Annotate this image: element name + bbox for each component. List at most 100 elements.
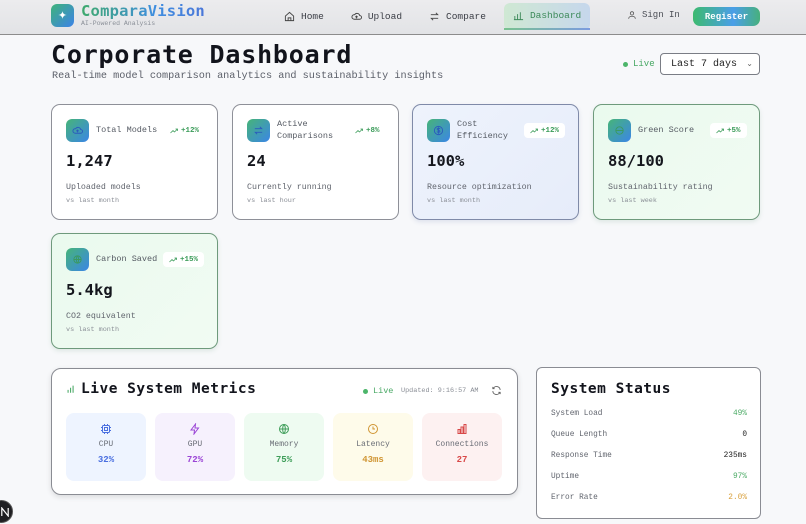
metric-value: 75%	[275, 455, 293, 465]
stat-value: 1,247	[66, 152, 113, 170]
nav-link-upload[interactable]: Upload	[343, 3, 410, 30]
stat-description: CO2 equivalent	[66, 312, 136, 321]
bar-chart-icon	[513, 12, 524, 21]
live-indicator: Live	[363, 386, 393, 396]
trending-up-icon	[355, 128, 363, 133]
sparkles-icon: ✦	[51, 4, 74, 27]
live-indicator: Live	[623, 59, 655, 69]
change-badge: +8%	[349, 123, 386, 138]
refresh-icon[interactable]	[491, 385, 502, 396]
stat-period: vs last month	[66, 326, 120, 334]
leaf-icon	[608, 119, 631, 142]
stat-description: Sustainability rating	[608, 183, 713, 192]
nav-link-home[interactable]: Home	[276, 3, 332, 30]
stat-label: Total Models	[96, 125, 158, 135]
arrows-swap-icon	[247, 119, 270, 142]
metric-tile-gpu: GPU 72%	[155, 413, 235, 481]
live-dot-icon	[363, 388, 368, 394]
sign-in-link[interactable]: Sign In	[627, 10, 680, 20]
page-title: Corporate Dashboard	[51, 40, 353, 69]
cpu-icon	[101, 424, 111, 434]
metric-value: 43ms	[362, 455, 384, 465]
metric-label: Latency	[356, 440, 390, 449]
n-logo-icon	[1, 507, 9, 517]
metric-tile-connections: Connections 27	[422, 413, 502, 481]
brand-tagline: AI-Powered Analysis	[81, 19, 156, 27]
brand[interactable]: ✦ ComparaVision AI-Powered Analysis	[51, 2, 205, 27]
change-badge: +12%	[164, 123, 205, 138]
metrics-title: Live System Metrics	[66, 381, 256, 397]
stat-label: Active Comparisons	[277, 119, 334, 141]
stat-card-cost-efficiency[interactable]: Cost Efficiency +12% 100% Resource optim…	[412, 104, 579, 220]
dollar-icon	[427, 119, 450, 142]
metric-label: Memory	[269, 440, 299, 449]
status-row-uptime: Uptime 97%	[551, 473, 747, 481]
stat-label: Cost Efficiency	[457, 119, 509, 141]
stat-card-active-comparisons[interactable]: Active Comparisons +8% 24 Currently runn…	[232, 104, 399, 220]
cloud-upload-icon	[66, 119, 89, 142]
status-row-queue-length: Queue Length 0	[551, 431, 747, 439]
sign-in-label: Sign In	[642, 10, 680, 20]
clock-icon	[368, 424, 378, 434]
time-range-select[interactable]: Last 7 days ⌄	[660, 53, 760, 75]
time-range-value: Last 7 days	[671, 58, 738, 70]
nav-link-label: Upload	[367, 11, 403, 22]
change-badge: +15%	[163, 252, 205, 267]
top-nav: ✦ ComparaVision AI-Powered Analysis Home…	[0, 0, 806, 35]
stat-description: Uploaded models	[66, 183, 141, 192]
stat-label: Green Score	[638, 125, 695, 135]
change-badge: +5%	[710, 123, 747, 138]
cloud-upload-icon	[351, 12, 362, 20]
live-dot-icon	[623, 61, 628, 67]
user-icon	[628, 11, 636, 19]
stat-period: vs last month	[66, 197, 120, 205]
stat-description: Currently running	[247, 183, 332, 192]
nav-link-label: Dashboard	[529, 10, 582, 21]
page-subtitle: Real-time model comparison analytics and…	[52, 71, 444, 82]
stat-period: vs last month	[427, 197, 481, 205]
nav-link-label: Home	[301, 11, 324, 22]
stat-value: 24	[247, 152, 266, 170]
live-label: Live	[633, 59, 655, 69]
metric-value: 27	[456, 455, 468, 465]
arrows-swap-icon	[430, 12, 439, 21]
metric-label: Connections	[435, 440, 489, 449]
metric-tile-latency: Latency 43ms	[333, 413, 413, 481]
metric-label: CPU	[98, 440, 114, 449]
metric-value: 32%	[97, 455, 115, 465]
stat-description: Resource optimization	[427, 183, 532, 192]
globe-icon	[279, 424, 289, 434]
metric-value: 72%	[186, 455, 204, 465]
metric-tiles: CPU 32% GPU 72% Memory 75% Latency 43ms …	[66, 413, 502, 481]
nav-link-label: Compare	[446, 11, 486, 22]
bar-chart-icon	[67, 385, 74, 393]
stat-period: vs last week	[608, 197, 657, 205]
stat-period: vs last hour	[247, 197, 296, 205]
stat-value: 88/100	[608, 152, 664, 170]
trending-up-icon	[716, 128, 724, 133]
status-row-response-time: Response Time 235ms	[551, 452, 747, 460]
stat-card-green-score[interactable]: Green Score +5% 88/100 Sustainability ra…	[593, 104, 760, 220]
trending-up-icon	[169, 257, 177, 262]
trending-up-icon	[170, 128, 178, 133]
register-button[interactable]: Register	[693, 7, 760, 26]
trending-up-icon	[530, 128, 538, 133]
stat-value: 5.4kg	[66, 281, 113, 299]
brand-name: ComparaVision	[81, 2, 205, 20]
nav-link-dashboard[interactable]: Dashboard	[503, 3, 591, 30]
metric-tile-cpu: CPU 32%	[66, 413, 146, 481]
status-title: System Status	[551, 381, 671, 397]
bar-chart-icon	[457, 424, 467, 434]
metric-tile-memory: Memory 75%	[244, 413, 324, 481]
live-system-metrics-panel: Live System Metrics Live Updated: 9:16:5…	[51, 368, 518, 495]
stat-card-carbon-saved[interactable]: Carbon Saved +15% 5.4kg CO2 equivalent v…	[51, 233, 218, 349]
nav-link-compare[interactable]: Compare	[421, 3, 494, 30]
lightning-icon	[190, 423, 200, 435]
floating-action-button[interactable]	[0, 500, 13, 523]
stat-card-total-models[interactable]: Total Models +12% 1,247 Uploaded models …	[51, 104, 218, 220]
last-updated: Updated: 9:16:57 AM	[401, 387, 479, 395]
status-row-system-load: System Load 49%	[551, 410, 747, 418]
system-status-panel: System Status System Load 49% Queue Leng…	[536, 367, 761, 519]
nav-links: Home Upload Compare Dashboard	[276, 3, 601, 30]
change-badge: +12%	[524, 123, 566, 138]
